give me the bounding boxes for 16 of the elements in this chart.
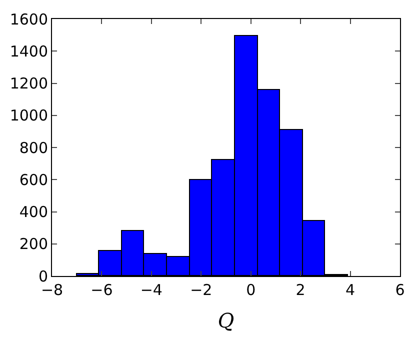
x-tick-label: 2 <box>296 281 306 299</box>
x-tick-label: 0 <box>246 281 256 299</box>
x-tick-label: 4 <box>346 281 356 299</box>
y-tick-label: 1600 <box>10 10 48 28</box>
x-axis-title: Q <box>218 308 234 332</box>
x-tick-label: −2 <box>190 281 212 299</box>
x-tick-label: 6 <box>395 281 405 299</box>
y-tick-label: 200 <box>19 235 48 254</box>
y-tick-label: 1200 <box>10 74 48 92</box>
y-tick-label: 1000 <box>10 106 48 125</box>
x-tick-label: −4 <box>140 281 162 299</box>
x-tick-label: −6 <box>90 281 113 299</box>
y-tick-label: 1400 <box>10 42 48 60</box>
y-tick-label: 600 <box>19 170 48 189</box>
y-tick-label: 400 <box>19 203 48 221</box>
y-tick-label: 800 <box>19 138 48 157</box>
